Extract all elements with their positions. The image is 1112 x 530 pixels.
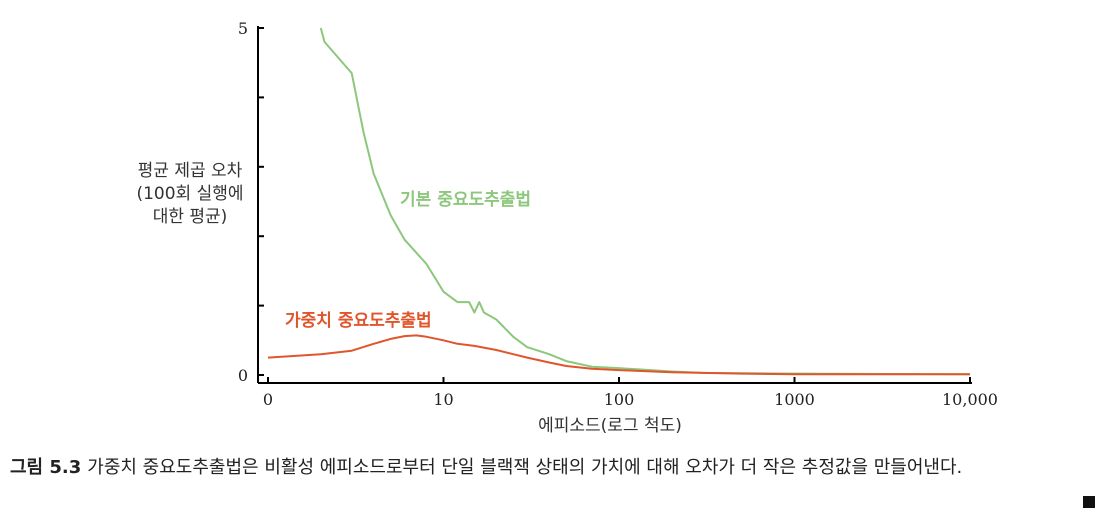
series-line-0 bbox=[319, 27, 971, 376]
caption-text: 가중치 중요도추출법은 비활성 에피소드로부터 단일 블랙잭 상태의 가치에 대… bbox=[87, 457, 963, 478]
y-axis-title-line-3: 대한 평균) bbox=[152, 207, 228, 227]
chart: 05 0 10 100 1000 10,000 기본 중요도추출법 가중치 중요도추출법 bbox=[238, 19, 998, 409]
x-tick-label: 10,000 bbox=[942, 390, 998, 409]
series-line-1 bbox=[267, 334, 970, 376]
x-axis-title: 에피소드(로그 척도) bbox=[538, 416, 682, 436]
series-label-weighted-importance-sampling: 가중치 중요도추출법 bbox=[285, 311, 432, 331]
series-layer bbox=[267, 27, 971, 376]
y-axis: 05 bbox=[238, 19, 264, 385]
y-axis-title: 평균 제곱 오차 (100회 실행에 대한 평균) bbox=[95, 160, 285, 229]
y-axis-title-line-1: 평균 제곱 오차 bbox=[137, 161, 243, 181]
y-tick-label: 5 bbox=[238, 19, 248, 38]
figure-number: 그림 5.3 bbox=[10, 457, 82, 478]
x-tick-label: 10 bbox=[433, 390, 453, 409]
x-tick-label: 0 bbox=[263, 390, 273, 409]
end-mark bbox=[1083, 496, 1095, 508]
y-axis-title-line-2: (100회 실행에 bbox=[136, 184, 244, 204]
figure-caption: 그림 5.3 가중치 중요도추출법은 비활성 에피소드로부터 단일 블랙잭 상태의… bbox=[10, 453, 1105, 483]
y-tick-label: 0 bbox=[238, 366, 248, 385]
x-tick-label: 1000 bbox=[774, 390, 815, 409]
series-label-basic-importance-sampling: 기본 중요도추출법 bbox=[400, 190, 531, 210]
x-tick-label: 100 bbox=[604, 390, 635, 409]
x-axis: 0 10 100 1000 10,000 bbox=[258, 377, 998, 409]
